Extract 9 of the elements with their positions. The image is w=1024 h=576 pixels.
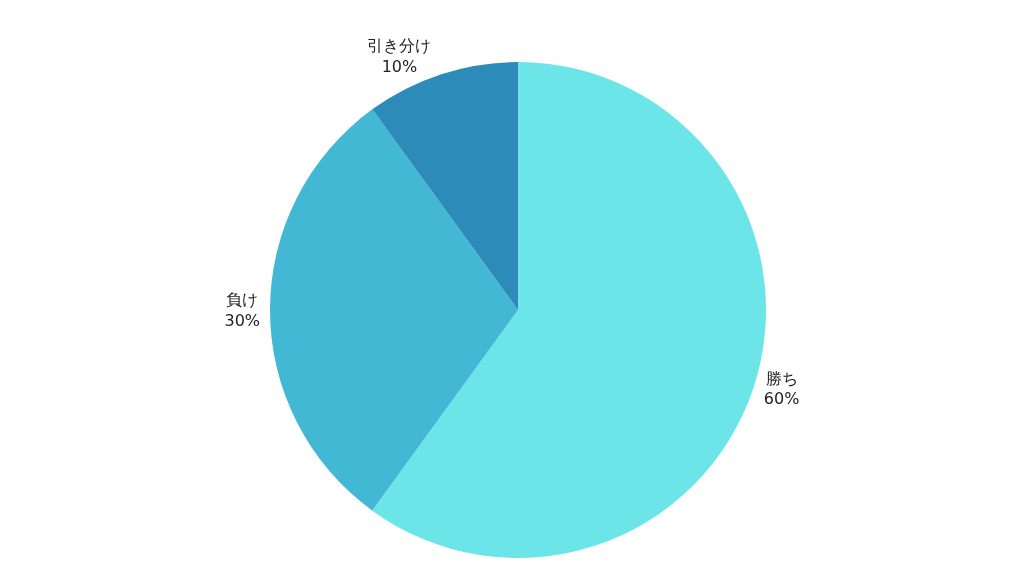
data-label: 30% xyxy=(224,310,261,330)
data-label: 10% xyxy=(381,57,418,77)
slice-label: 引き分け xyxy=(367,36,432,56)
slice-label: 勝ち xyxy=(765,368,798,388)
pie-slice xyxy=(372,62,518,310)
pie-slice xyxy=(372,62,766,558)
slice-label: 負け xyxy=(226,290,259,310)
pie-slice xyxy=(270,109,518,511)
data-label: 60% xyxy=(763,389,800,409)
